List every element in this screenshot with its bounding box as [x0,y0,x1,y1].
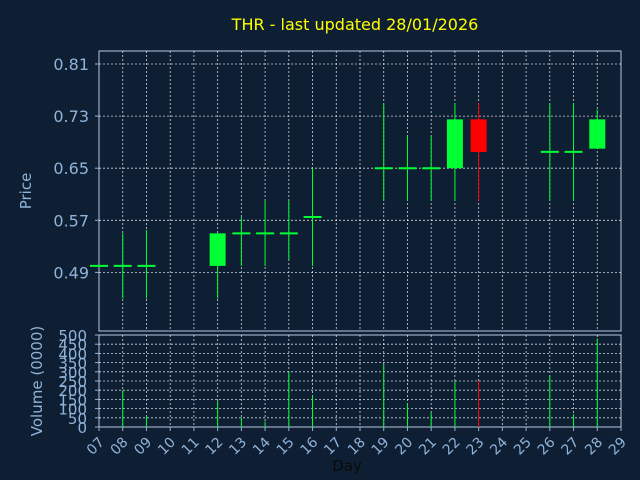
volume-tick-label: 300 [58,364,87,382]
volume-tick-label: 250 [58,373,87,391]
x-tick-label: 23 [464,435,488,459]
price-tick-label: 0.49 [53,263,89,282]
x-tick-label: 28 [582,435,606,459]
x-tick-label: 21 [416,435,440,459]
x-tick-label: 22 [440,435,464,459]
x-tick-label: 25 [511,435,535,459]
price-axis-label: Price [17,173,35,210]
price-panel: 0.81 0.73 0.65 0.57 0.49 [53,50,622,332]
x-tick-label: 29 [606,435,630,459]
x-axis-ticks: 07 08 09 10 11 12 13 14 15 16 17 18 19 20 21 22 23 24 25 26… [84,427,630,458]
candle [470,103,487,201]
x-tick-label: 19 [369,435,393,459]
x-tick-label: 26 [535,434,559,458]
chart-title: THR - last updated 28/01/2026 [231,15,479,34]
x-tick-label: 09 [131,435,155,459]
volume-tick-label: 350 [58,355,87,373]
candle [589,109,606,149]
candle [209,233,226,299]
candle [398,135,417,201]
x-tick-label: 14 [250,434,274,458]
volume-tick-label: 100 [58,401,87,419]
candle [137,230,156,299]
x-tick-label: 10 [155,435,179,459]
candle-body [589,119,606,149]
x-tick-label: 18 [345,435,369,459]
candle-body [209,233,226,266]
candle [374,103,393,201]
volume-axis-label: Volume (0000) [28,326,46,436]
x-tick-label: 20 [392,435,416,459]
x-tick-label: 11 [179,435,203,459]
candle [113,233,132,299]
candle [279,200,298,260]
price-tick-label: 0.81 [53,55,89,74]
volume-tick-label: 400 [58,345,87,363]
x-tick-label: 12 [203,435,227,459]
x-tick-label: 07 [84,435,108,459]
candle [256,200,275,266]
candle-body [470,119,487,152]
volume-tick-label: 0 [77,419,87,437]
candle-body [446,119,463,169]
x-axis-label: Day [332,457,362,475]
x-tick-label: 15 [274,435,298,459]
candle [540,103,559,201]
price-tick-label: 0.73 [53,107,89,126]
x-tick-label: 24 [487,434,511,458]
x-tick-label: 08 [108,435,132,459]
x-tick-label: 17 [321,435,345,459]
volume-tick-label: 150 [58,391,87,409]
price-tick-label: 0.57 [53,211,89,230]
volume-tick-label: 200 [58,382,87,400]
volume-tick-label: 50 [68,410,87,428]
candle [232,217,251,266]
candle [422,135,441,201]
price-tick-label: 0.65 [53,159,89,178]
x-tick-label: 13 [226,435,250,459]
candle [303,168,322,266]
volume-tick-label: 450 [58,336,87,354]
candle [446,103,463,201]
volume-tick-label: 500 [58,327,87,345]
x-tick-label: 27 [558,435,582,459]
candle [564,103,583,201]
x-tick-label: 16 [297,434,321,458]
